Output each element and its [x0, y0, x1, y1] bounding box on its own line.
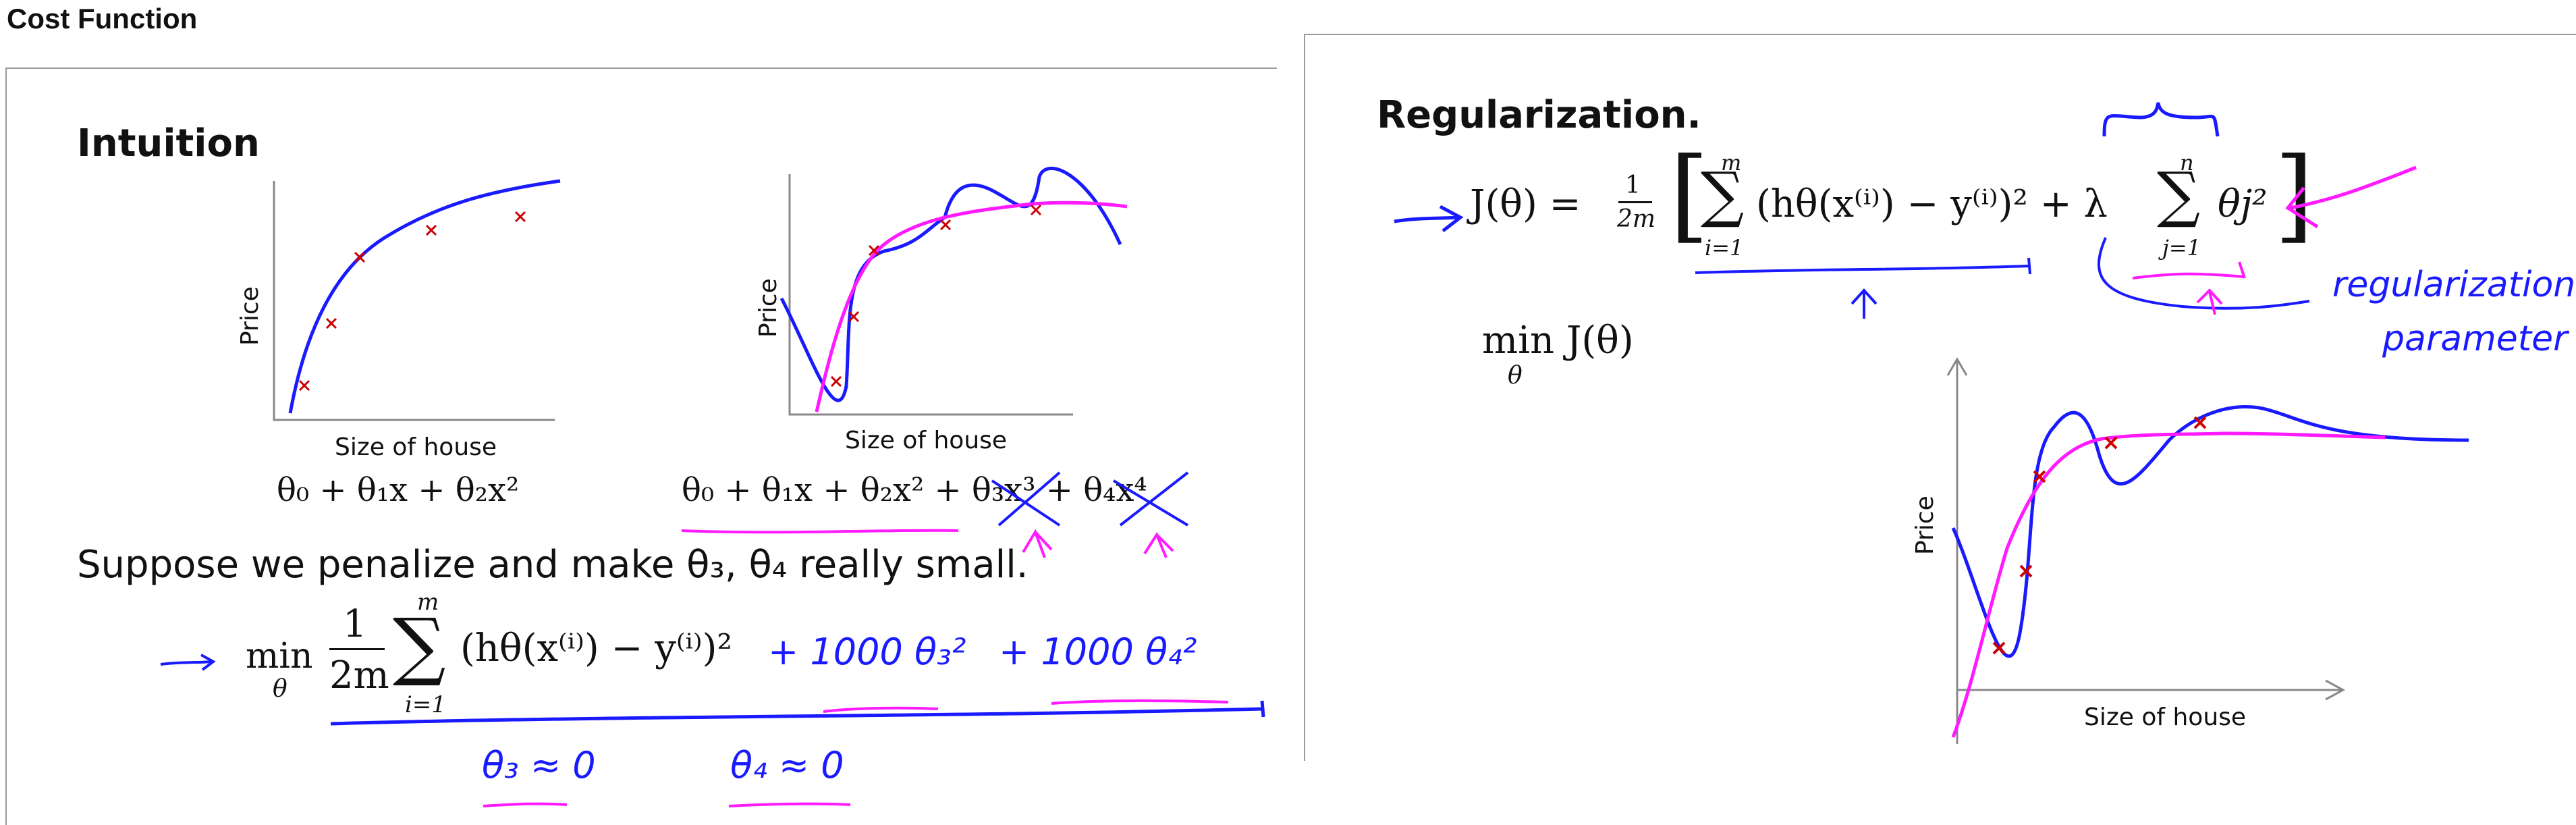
obj-min-sub: θ	[273, 675, 287, 703]
suppose-text: Suppose we penalize and make θ₃, θ₄ real…	[77, 543, 1029, 587]
formula-quadratic: θ₀ + θ₁x + θ₂x²	[277, 471, 520, 509]
cost-frac-den: 2m	[1617, 205, 1656, 233]
bracket-right: ]	[2274, 136, 2314, 254]
plot-smooth-curve	[1951, 431, 2386, 738]
arrow-left-reg	[2285, 165, 2417, 229]
plot-markers	[1992, 416, 2207, 655]
arrow-theta3	[1022, 529, 1053, 558]
formula-quartic: θ₀ + θ₁x + θ₂x² + θ₃x³ + θ₄x⁴	[682, 471, 1147, 509]
cost-sum1-top: m	[1721, 150, 1742, 176]
plot1-axes	[273, 181, 555, 421]
cost-reg-term: θj²	[2218, 182, 2268, 226]
plot2-markers	[830, 204, 1042, 388]
bracket-left: [	[1670, 136, 1709, 254]
underline-penalty2	[1051, 699, 1229, 705]
obj-min: min	[246, 636, 313, 676]
arrow-cost	[1394, 205, 1464, 232]
cross-theta3	[991, 471, 1061, 527]
slide-heading: Intuition	[77, 122, 260, 165]
plot1-fit-curve	[288, 179, 561, 414]
underline-objective	[330, 700, 1265, 726]
arrow-theta4	[1143, 531, 1174, 558]
cost-sum1-sign: ∑	[1701, 159, 1745, 230]
min-cost-sub: θ	[1508, 362, 1523, 390]
plot2-overfit-curve	[779, 166, 1122, 402]
obj-frac-num: 1	[343, 602, 367, 646]
plot-xlabel: Size of house	[2084, 703, 2247, 731]
arrow-objective	[160, 654, 216, 671]
obj-frac-bar	[329, 648, 385, 650]
obj-frac-den: 2m	[329, 654, 389, 697]
plot2-xlabel: Size of house	[845, 427, 1008, 454]
right-drawings	[1394, 102, 2469, 744]
cost-sum2-bottom: j=1	[2162, 235, 2201, 261]
plot1-markers	[298, 211, 526, 392]
underline-approx2	[728, 802, 851, 807]
min-cost: min J(θ)	[1482, 319, 1634, 363]
brace-top	[2102, 102, 2220, 137]
hand-note-parameter: parameter	[2382, 319, 2568, 359]
slide-intuition: Intuition Price Size of house θ₀ + θ₁x +…	[5, 68, 1277, 825]
underline-approx1	[483, 802, 568, 807]
cross-theta4	[1112, 471, 1189, 527]
slide-regularization: Regularization. J(θ) = 1 2m [ m ∑ i=1 (h…	[1304, 34, 2576, 761]
cost-sum2-top: n	[2180, 150, 2194, 176]
underline-penalty1	[823, 706, 939, 713]
cost-body: (hθ(x⁽ⁱ⁾) − y⁽ⁱ⁾)² + λ	[1756, 182, 2108, 226]
obj-sum-top: m	[417, 589, 439, 616]
underline-quadratic	[681, 529, 959, 534]
plot2-axes	[788, 174, 1073, 416]
window-title: Cost Function	[7, 3, 198, 34]
cost-frac-num: 1	[1625, 171, 1641, 199]
arrow-up-reg	[2196, 288, 2223, 315]
plot1-xlabel: Size of house	[335, 433, 497, 461]
hand-penalty-2: + 1000 θ₄²	[999, 631, 1197, 673]
plot2-smooth-curve	[815, 201, 1128, 412]
plot-axes	[1946, 357, 2346, 744]
cost-sum1-bottom: i=1	[1705, 235, 1744, 261]
left-drawings	[160, 166, 1265, 807]
hand-penalty-1: + 1000 θ₃²	[768, 631, 966, 673]
cost-lhs: J(θ) =	[1470, 182, 1581, 226]
circle-reg	[2098, 237, 2310, 310]
underline-sum	[1695, 257, 2031, 275]
hand-approx-1: θ₃ ≈ 0	[482, 744, 596, 787]
reg-underline-magenta	[2132, 261, 2246, 280]
cost-sum2-sign: ∑	[2157, 159, 2201, 230]
hand-note-regularization: regularization	[2332, 265, 2576, 305]
cost-frac-bar	[1618, 201, 1652, 203]
obj-body: (hθ(x⁽ⁱ⁾) − y⁽ⁱ⁾)²	[460, 627, 732, 670]
obj-sum-bottom: i=1	[405, 691, 446, 718]
hand-approx-2: θ₄ ≈ 0	[730, 744, 844, 787]
arrow-up-sum	[1851, 288, 1878, 319]
plot-overfit-curve	[1951, 405, 2469, 658]
obj-sum-sign: ∑	[393, 602, 446, 689]
slide-heading: Regularization.	[1377, 93, 1701, 137]
